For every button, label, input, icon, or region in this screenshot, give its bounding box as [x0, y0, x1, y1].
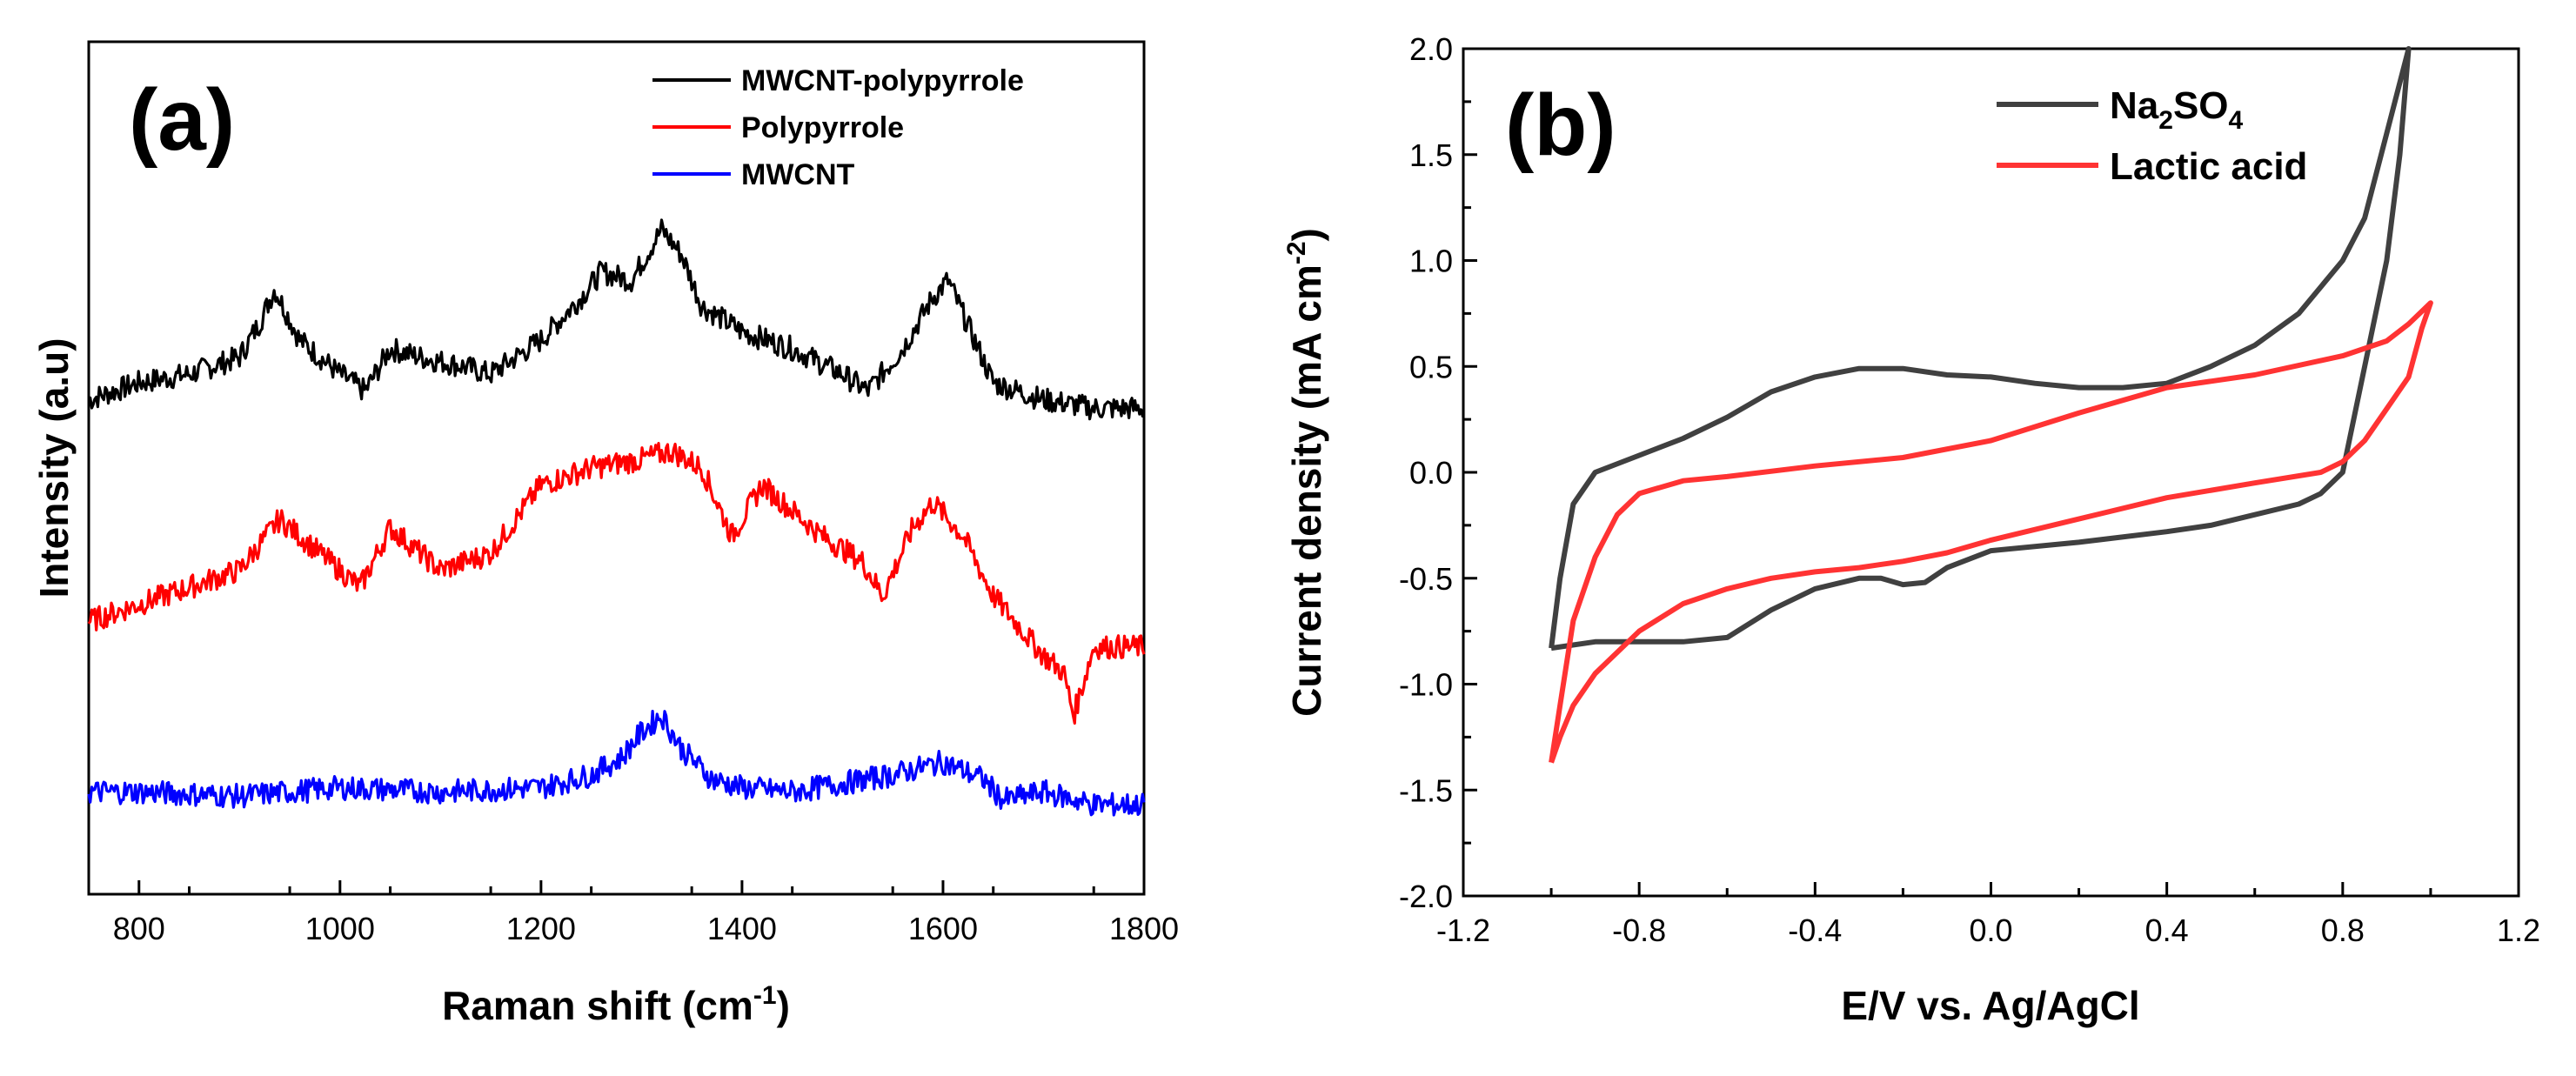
series-a-mwcnt-polypyrrole [87, 218, 1146, 421]
legend-b-label-1: Lactic acid [2110, 145, 2307, 188]
panel-a-x-title: Raman shift (cm-1) [442, 981, 790, 1028]
series-a-mwcnt [87, 710, 1146, 817]
y-tick-label-b: 1.0 [1409, 244, 1453, 279]
x-tick-label-b: 0.0 [1969, 912, 2012, 948]
x-tick-label-b: -0.8 [1612, 912, 1666, 948]
panel-a-label: (a) [129, 71, 235, 169]
panel-b-y-title-sup: -2 [1282, 241, 1311, 264]
panel-b-ticks: -1.2 -0.8 -0.4 0.0 0.4 0.8 1.2 -2.0 -1.5 -1.0 -0.5… [1399, 31, 2540, 948]
series-b-lactic-acid [1549, 300, 2433, 764]
panel-a-frame [87, 40, 1146, 896]
panel-b-y-title: Current density (mA cm-2) [1282, 228, 1329, 717]
legend-b-label-0-tail: SO [2173, 84, 2229, 127]
x-tick-label-a: 1800 [1109, 911, 1179, 946]
panel-a-legend: MWCNT-polypyrrole Polypyrrole MWCNT [652, 64, 1024, 191]
y-tick-label-b: 1.5 [1409, 137, 1453, 173]
y-tick-label-b: 2.0 [1409, 31, 1453, 67]
y-tick-label-b: -2.0 [1399, 879, 1453, 914]
panel-a-x-title-sup: -1 [753, 981, 777, 1010]
legend-b-label-0: Na2SO4 [2110, 84, 2244, 135]
panel-a-series-group [87, 218, 1146, 817]
y-tick-label-b: 0.0 [1409, 455, 1453, 491]
x-tick-label-b: -1.2 [1436, 912, 1490, 948]
legend-b-label-0-sub: 2 [2158, 106, 2173, 135]
x-tick-label-a: 1600 [908, 911, 978, 946]
panel-a: 800 1000 1200 1400 1600 1800 (a) MWCNT-polypy… [31, 40, 1179, 1028]
legend-a-label-1: Polypyrrole [741, 111, 904, 144]
x-tick-label-a: 1000 [305, 911, 375, 946]
panel-b-frame [1462, 47, 2520, 898]
y-tick-label-b: -1.0 [1399, 667, 1453, 703]
y-tick-label-b: -1.5 [1399, 772, 1453, 808]
panel-b-label: (b) [1505, 77, 1616, 174]
panel-a-x-title-tail: ) [777, 983, 790, 1028]
legend-b-label-0-sub2: 4 [2229, 106, 2244, 135]
panel-b-series-group [1549, 46, 2433, 764]
panel-b: -1.2 -0.8 -0.4 0.0 0.4 0.8 1.2 -2.0 -1.5 -1.0 -0.5… [1282, 31, 2540, 1028]
x-tick-label-b: 0.4 [2145, 912, 2189, 948]
x-tick-label-a: 800 [113, 911, 165, 946]
series-a-polypyrrole [87, 442, 1146, 725]
panel-b-y-title-tail: ) [1284, 228, 1329, 241]
legend-a-label-0: MWCNT-polypyrrole [741, 64, 1024, 97]
x-tick-label-a: 1400 [707, 911, 777, 946]
legend-a-label-2: MWCNT [741, 158, 855, 191]
x-tick-label-b: 0.8 [2321, 912, 2365, 948]
panel-a-x-ticks: 800 1000 1200 1400 1600 1800 [113, 880, 1179, 946]
y-tick-label-b: -0.5 [1399, 561, 1453, 597]
x-tick-label-b: 1.2 [2497, 912, 2540, 948]
x-tick-label-b: -0.4 [1788, 912, 1842, 948]
y-tick-label-b: 0.5 [1409, 349, 1453, 384]
panel-b-legend: Na2SO4 Lactic acid [1997, 84, 2307, 188]
panel-b-x-title: E/V vs. Ag/AgCl [1841, 983, 2139, 1028]
panel-a-y-title: Intensity (a.u) [31, 338, 77, 598]
x-tick-label-a: 1200 [506, 911, 576, 946]
series-b-naso [1549, 46, 2412, 652]
